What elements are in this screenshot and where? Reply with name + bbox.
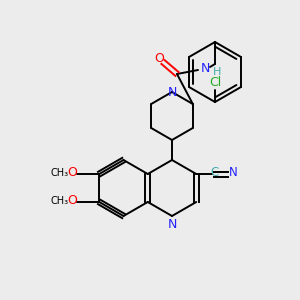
Text: CH₃: CH₃: [50, 168, 68, 178]
Text: H: H: [213, 67, 221, 77]
Text: O: O: [68, 194, 77, 208]
Text: N: N: [229, 167, 238, 179]
Text: Cl: Cl: [209, 76, 221, 88]
Text: N: N: [167, 85, 177, 98]
Text: CH₃: CH₃: [50, 196, 68, 206]
Text: C: C: [210, 167, 218, 179]
Text: O: O: [68, 167, 77, 179]
Text: N: N: [167, 218, 177, 230]
Text: N: N: [200, 62, 210, 76]
Text: O: O: [154, 52, 164, 65]
